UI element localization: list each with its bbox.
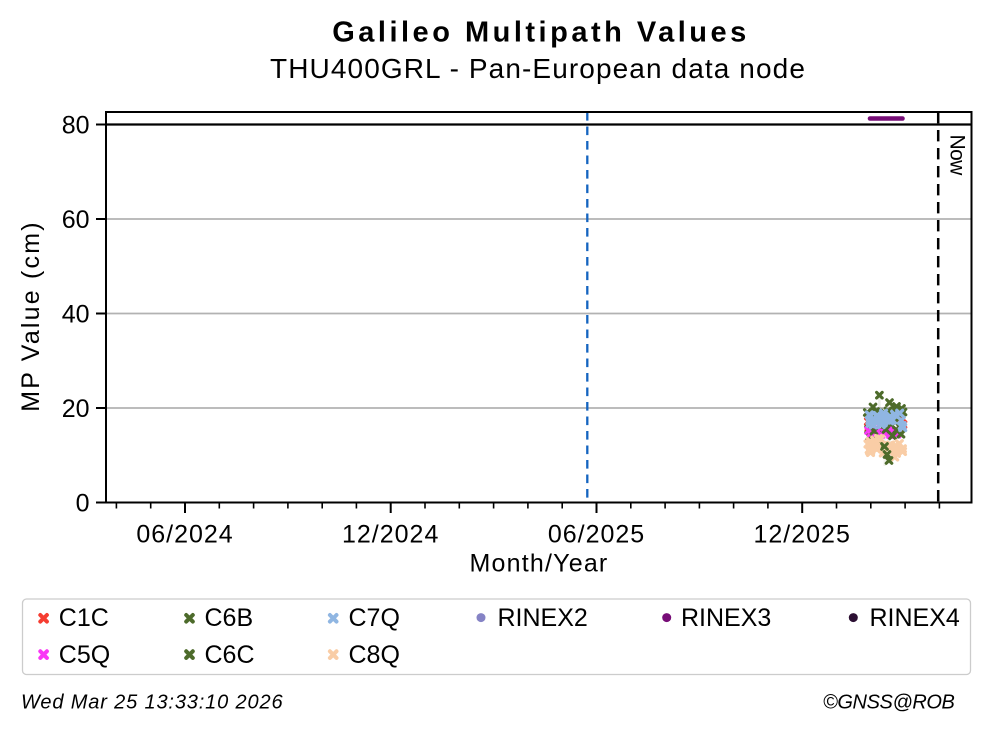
svg-text:THU400GRL - Pan-European data: THU400GRL - Pan-European data node (270, 53, 806, 84)
svg-text:MP Value (cm): MP Value (cm) (17, 220, 45, 412)
svg-text:C6C: C6C (205, 641, 255, 669)
svg-text:Wed Mar 25 13:33:10 2026: Wed Mar 25 13:33:10 2026 (21, 692, 283, 714)
svg-text:©GNSS@ROB: ©GNSS@ROB (823, 692, 955, 714)
svg-text:RINEX4: RINEX4 (870, 604, 960, 632)
svg-text:Now: Now (946, 135, 969, 177)
svg-text:C5Q: C5Q (59, 641, 110, 669)
svg-text:RINEX2: RINEX2 (498, 604, 588, 632)
svg-text:C7Q: C7Q (349, 604, 400, 632)
svg-text:80: 80 (62, 112, 90, 140)
svg-text:Galileo Multipath Values: Galileo Multipath Values (332, 17, 750, 49)
svg-text:40: 40 (62, 301, 90, 329)
svg-text:C8Q: C8Q (349, 641, 400, 669)
svg-text:12/2025: 12/2025 (754, 521, 851, 549)
svg-text:06/2025: 06/2025 (548, 521, 645, 549)
svg-text:0: 0 (76, 490, 90, 518)
svg-text:06/2024: 06/2024 (136, 521, 233, 549)
svg-text:60: 60 (62, 206, 90, 234)
svg-text:12/2024: 12/2024 (342, 521, 439, 549)
svg-text:C1C: C1C (59, 604, 109, 632)
svg-text:20: 20 (62, 395, 90, 423)
svg-text:Month/Year: Month/Year (470, 550, 609, 578)
svg-text:C6B: C6B (205, 604, 254, 632)
svg-text:RINEX3: RINEX3 (681, 604, 771, 632)
